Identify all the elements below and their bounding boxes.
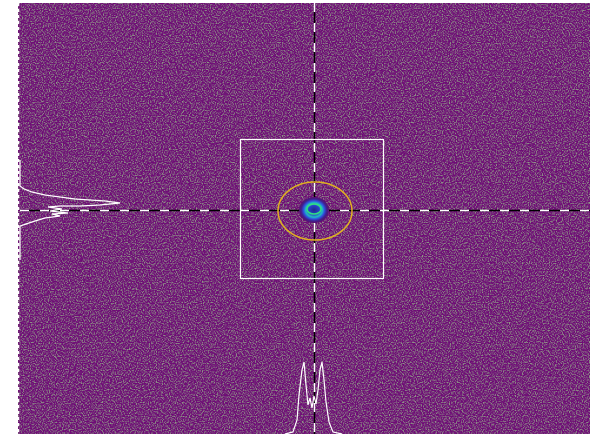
beam-profiler-view [0,0,601,437]
beam-spot [299,197,329,223]
page [0,0,601,437]
